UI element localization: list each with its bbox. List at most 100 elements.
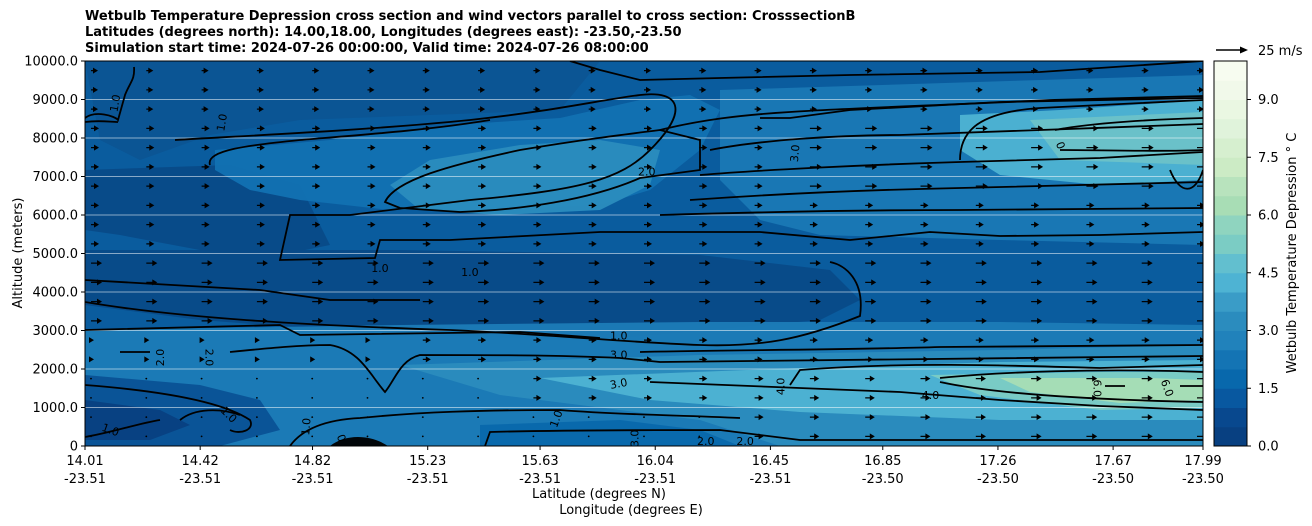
colorbar-segment bbox=[1214, 138, 1247, 158]
wind-vector bbox=[588, 202, 597, 209]
wind-vector bbox=[422, 260, 434, 267]
wind-vector bbox=[201, 67, 209, 74]
wind-vector bbox=[533, 356, 542, 363]
wind-vector bbox=[975, 375, 986, 382]
wind-vector bbox=[1141, 240, 1150, 247]
wind-vector bbox=[754, 202, 763, 209]
contour-line bbox=[569, 61, 1203, 81]
wind-vector bbox=[865, 414, 875, 421]
wind-vector bbox=[699, 298, 711, 305]
wind-vector bbox=[975, 125, 988, 132]
wind-vector bbox=[1141, 394, 1153, 401]
wind-vector bbox=[1031, 298, 1043, 305]
wind-vector bbox=[644, 86, 651, 93]
wind-vector bbox=[201, 279, 213, 286]
colorbar-tick-label: 6.0 bbox=[1258, 209, 1279, 224]
wind-vector bbox=[365, 356, 371, 363]
x-axis-label-2: Longitude (degrees E) bbox=[559, 503, 703, 518]
wind-vector bbox=[644, 221, 652, 228]
wind-vector bbox=[1031, 240, 1040, 247]
colorbar-tick-label: 9.0 bbox=[1258, 93, 1279, 108]
wind-vector bbox=[91, 144, 99, 151]
wind-vector bbox=[533, 67, 541, 74]
wind-vector bbox=[477, 396, 479, 399]
wind-vector bbox=[588, 125, 597, 132]
wind-vector bbox=[920, 202, 929, 209]
wind-vector bbox=[199, 356, 205, 363]
wind-vector bbox=[146, 240, 155, 247]
wind-vector bbox=[422, 106, 430, 113]
wind-vector bbox=[644, 298, 655, 305]
contour-line bbox=[383, 129, 701, 213]
wind-vector bbox=[201, 298, 213, 305]
contour-label: 4.0 bbox=[775, 378, 788, 396]
wind-vector bbox=[699, 86, 707, 93]
wind-vector bbox=[644, 67, 651, 74]
wind-vector bbox=[478, 337, 487, 344]
wind-vector bbox=[367, 86, 375, 93]
contour-label: 2.0 bbox=[154, 349, 167, 367]
wind-vector bbox=[90, 416, 92, 419]
wind-vector bbox=[146, 183, 155, 190]
wind-vector bbox=[754, 221, 763, 228]
wind-vector bbox=[588, 163, 597, 170]
wind-vector bbox=[145, 435, 148, 438]
wind-vector bbox=[865, 221, 874, 228]
wind-vector bbox=[201, 260, 213, 267]
wind-vector bbox=[920, 144, 933, 151]
wind-vector bbox=[201, 125, 210, 132]
y-tick-label: 8000.0 bbox=[33, 132, 79, 147]
wind-vector bbox=[422, 337, 431, 344]
wind-vector bbox=[1031, 221, 1040, 228]
wind-vector bbox=[256, 86, 264, 93]
wind-vector bbox=[699, 375, 708, 382]
contour-label: 2.0 bbox=[697, 435, 715, 448]
wind-vector bbox=[1141, 337, 1150, 344]
wind-vector bbox=[533, 240, 542, 247]
x-tick-label-lon: -23.50 bbox=[1182, 472, 1224, 487]
wind-vector bbox=[754, 240, 763, 247]
wind-vector bbox=[699, 106, 707, 113]
wind-vector bbox=[644, 202, 652, 209]
wind-vector bbox=[865, 260, 877, 267]
x-tick-label-lon: -23.50 bbox=[862, 472, 904, 487]
wind-vector bbox=[532, 435, 535, 438]
wind-vector bbox=[367, 317, 379, 324]
wind-vector bbox=[588, 67, 596, 74]
wind-vector bbox=[422, 144, 431, 151]
wind-vector bbox=[256, 260, 268, 267]
wind-vector bbox=[1197, 281, 1203, 283]
wind-vector bbox=[754, 67, 762, 74]
wind-vector bbox=[809, 240, 818, 247]
wind-vector bbox=[865, 144, 878, 151]
wind-vector bbox=[587, 435, 590, 438]
contour-label: 1.0 bbox=[461, 266, 479, 279]
wind-vector bbox=[809, 144, 822, 151]
wind-vector bbox=[146, 86, 154, 93]
wind-vector bbox=[478, 317, 490, 324]
wind-vector bbox=[91, 298, 102, 305]
wind-vector bbox=[478, 279, 490, 286]
wind-vector bbox=[89, 356, 94, 363]
wind-vector bbox=[533, 221, 542, 228]
wind-vector bbox=[200, 435, 203, 438]
wind-vector bbox=[478, 260, 490, 267]
wind-vector bbox=[1197, 166, 1203, 168]
wind-vector bbox=[920, 221, 929, 228]
wind-vector bbox=[91, 317, 102, 324]
wind-vector bbox=[1197, 320, 1203, 322]
wind-vector bbox=[1141, 183, 1154, 190]
wind-vector bbox=[478, 240, 487, 247]
wind-vector bbox=[256, 163, 265, 170]
wind-vector bbox=[754, 144, 763, 151]
wind-vector bbox=[256, 416, 258, 419]
wind-vector bbox=[533, 163, 542, 170]
wind-vector bbox=[91, 163, 99, 170]
wind-vector bbox=[588, 106, 596, 113]
wind-vector bbox=[478, 163, 487, 170]
wind-vector bbox=[201, 317, 213, 324]
wind-vector bbox=[367, 144, 376, 151]
wind-vector bbox=[809, 279, 821, 286]
wind-vector bbox=[1141, 221, 1150, 228]
wind-vector bbox=[588, 144, 597, 151]
